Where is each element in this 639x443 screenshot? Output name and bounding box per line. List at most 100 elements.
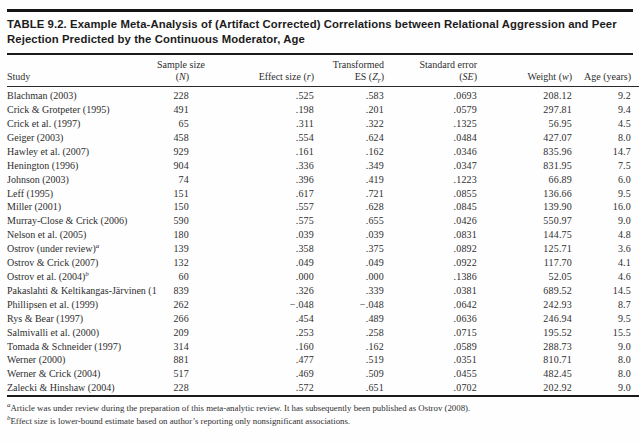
table-row: Geiger (2003)458.554.624.0484427.078.0 (7, 131, 639, 145)
cell-se: .0346 (392, 145, 485, 159)
cell-age: 4.8 (580, 228, 639, 242)
table-row: Pakaslahti & Keltikangas-Järvinen (1998)… (7, 284, 639, 298)
cell-r: .198 (197, 103, 322, 117)
cell-w: 246.94 (485, 312, 580, 326)
cell-zr: .000 (322, 270, 392, 284)
cell-study: Blachman (2003) (7, 87, 157, 103)
table-row: Phillipsen et al. (1999)262−.048−.048.06… (7, 298, 639, 312)
col-header-line2: (SE) (459, 71, 477, 82)
table-body: Blachman (2003)228.525.583.0693208.129.2… (7, 87, 639, 396)
cell-study: Crick et al. (1997) (7, 117, 157, 131)
col-header-standard-error: Standard error(SE) (392, 55, 485, 87)
cell-zr: .349 (322, 159, 392, 173)
cell-n: 65 (157, 117, 197, 131)
cell-zr: .375 (322, 242, 392, 256)
cell-age: 14.5 (580, 284, 639, 298)
cell-w: 136.66 (485, 187, 580, 201)
cell-study: Pakaslahti & Keltikangas-Järvinen (1998) (7, 284, 157, 298)
cell-se: .0845 (392, 200, 485, 214)
cell-study: Zalecki & Hinshaw (2004) (7, 381, 157, 396)
cell-n: 151 (157, 187, 197, 201)
cell-study: Ostrov et al. (2004)b (7, 270, 157, 284)
cell-w: 202.92 (485, 381, 580, 396)
cell-r: .358 (197, 242, 322, 256)
col-header-study-label: Study (7, 71, 30, 82)
cell-n: 491 (157, 103, 197, 117)
cell-se: .0579 (392, 103, 485, 117)
cell-zr: .721 (322, 187, 392, 201)
table-row: Henington (1996)904.336.349.0347831.957.… (7, 159, 639, 173)
table-row: Miller (2001)150.557.628.0845139.9016.0 (7, 200, 639, 214)
footnote-marker: b (85, 270, 89, 278)
cell-n: 209 (157, 326, 197, 340)
table-row: Nelson et al. (2005)180.039.039.0831144.… (7, 228, 639, 242)
cell-zr: .624 (322, 131, 392, 145)
cell-age: 9.5 (580, 187, 639, 201)
cell-n: 228 (157, 87, 197, 103)
cell-r: .160 (197, 340, 322, 354)
cell-study: Ostrov & Crick (2007) (7, 256, 157, 270)
cell-study: Murray-Close & Crick (2006) (7, 214, 157, 228)
cell-w: 139.90 (485, 200, 580, 214)
cell-age: 3.6 (580, 242, 639, 256)
cell-study: Hawley et al. (2007) (7, 145, 157, 159)
cell-r: .557 (197, 200, 322, 214)
cell-se: .0922 (392, 256, 485, 270)
cell-age: 4.6 (580, 270, 639, 284)
cell-r: .572 (197, 381, 322, 396)
cell-w: 208.12 (485, 87, 580, 103)
cell-r: .477 (197, 353, 322, 367)
cell-zr: .339 (322, 284, 392, 298)
table-row: Tomada & Schneider (1997)314.160.162.058… (7, 340, 639, 354)
cell-age: 8.0 (580, 131, 639, 145)
cell-zr: .039 (322, 228, 392, 242)
cell-age: 8.0 (580, 367, 639, 381)
cell-se: .0892 (392, 242, 485, 256)
cell-zr: .258 (322, 326, 392, 340)
cell-n: 266 (157, 312, 197, 326)
table-row: Crick & Grotpeter (1995)491.198.201.0579… (7, 103, 639, 117)
cell-age: 9.2 (580, 87, 639, 103)
cell-zr: .162 (322, 340, 392, 354)
cell-age: 9.0 (580, 381, 639, 396)
cell-zr: .509 (322, 367, 392, 381)
cell-age: 9.0 (580, 340, 639, 354)
cell-w: 288.73 (485, 340, 580, 354)
cell-zr: .322 (322, 117, 392, 131)
cell-r: .326 (197, 284, 322, 298)
col-header-transformed-es: TransformedES (Zr) (322, 55, 392, 87)
cell-r: .039 (197, 228, 322, 242)
cell-n: 262 (157, 298, 197, 312)
footnote-b: bEffect size is lower-bound estimate bas… (7, 415, 633, 427)
cell-zr: −.048 (322, 298, 392, 312)
cell-w: 56.95 (485, 117, 580, 131)
cell-se: .0715 (392, 326, 485, 340)
cell-age: 8.0 (580, 353, 639, 367)
cell-n: 139 (157, 242, 197, 256)
footnote-marker: a (96, 242, 100, 250)
cell-n: 839 (157, 284, 197, 298)
table-header: Study Sample size(N) Effect size (r) Tra… (7, 55, 639, 87)
cell-w: 831.95 (485, 159, 580, 173)
cell-r: .311 (197, 117, 322, 131)
col-header-age-label: Age (years) (584, 71, 631, 82)
cell-study: Werner & Crick (2004) (7, 367, 157, 381)
cell-r: .454 (197, 312, 322, 326)
cell-se: .0855 (392, 187, 485, 201)
cell-r: .575 (197, 214, 322, 228)
table-title: TABLE 9.2. Example Meta-Analysis of (Art… (7, 17, 633, 47)
cell-age: 7.5 (580, 159, 639, 173)
cell-n: 180 (157, 228, 197, 242)
cell-n: 904 (157, 159, 197, 173)
table-row: Werner & Crick (2004)517.469.509.0455482… (7, 367, 639, 381)
cell-w: 117.70 (485, 256, 580, 270)
cell-n: 929 (157, 145, 197, 159)
cell-r: .336 (197, 159, 322, 173)
cell-study: Ostrov (under review)a (7, 242, 157, 256)
meta-analysis-table: Study Sample size(N) Effect size (r) Tra… (7, 55, 639, 397)
cell-r: .525 (197, 87, 322, 103)
cell-n: 458 (157, 131, 197, 145)
cell-se: .0693 (392, 87, 485, 103)
cell-n: 590 (157, 214, 197, 228)
col-header-line1: Sample size (157, 59, 205, 70)
